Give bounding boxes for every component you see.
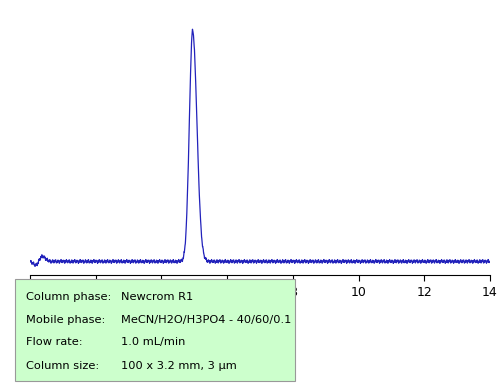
- FancyBboxPatch shape: [15, 279, 295, 381]
- Text: 100 x 3.2 mm, 3 μm: 100 x 3.2 mm, 3 μm: [122, 361, 237, 371]
- Text: 1.0 mL/min: 1.0 mL/min: [122, 337, 186, 347]
- Text: Newcrom R1: Newcrom R1: [122, 293, 194, 303]
- Text: Flow rate:: Flow rate:: [26, 337, 83, 347]
- Text: Mobile phase:: Mobile phase:: [26, 315, 106, 325]
- Text: Column size:: Column size:: [26, 361, 100, 371]
- Text: Column phase:: Column phase:: [26, 293, 112, 303]
- Text: MeCN/H2O/H3PO4 - 40/60/0.1: MeCN/H2O/H3PO4 - 40/60/0.1: [122, 315, 292, 325]
